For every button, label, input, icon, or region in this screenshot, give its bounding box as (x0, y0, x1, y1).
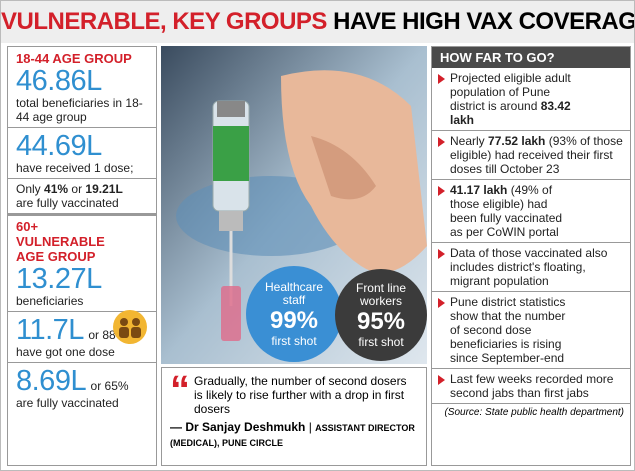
stat-text: total beneficiaries in 18-44 age group (16, 96, 143, 124)
prefix: Only (16, 182, 41, 196)
item-text: 41.17 lakh (450, 183, 508, 197)
percent: 41% (44, 182, 69, 196)
bubble: Healthcare staff 99% first shot (246, 266, 342, 362)
stat-text: beneficiaries (16, 294, 84, 308)
stat-text: have got one dose (16, 345, 115, 359)
group-heading: 18-44 AGE GROUP (16, 51, 132, 66)
bubble-value: 99% (269, 306, 319, 334)
quote-box: “ Gradually, the number of second dosers… (161, 367, 427, 466)
item-list: Projected eligible adult population of P… (432, 68, 630, 404)
quote-text: Gradually, the number of second dosers i… (194, 374, 407, 416)
stat-value: 11.7L (16, 314, 84, 346)
people-icon (113, 310, 147, 344)
bubble-caption: first shot (358, 334, 404, 349)
item: Projected eligible adult population of P… (432, 68, 630, 131)
stat-text: have received 1 dose; (16, 161, 134, 175)
title: VULNERABLE, KEY GROUPS HAVE HIGH VAX COV… (1, 1, 635, 43)
quote-author: — Dr Sanjay Deshmukh (170, 420, 306, 434)
item-text: Pune district statistics show that the n… (450, 295, 566, 365)
item: Pune district statistics show that the n… (432, 292, 630, 369)
item-text: 83.42 lakh (450, 99, 571, 127)
bubble-label: Healthcare staff (264, 279, 324, 307)
bubble: Front line workers 95% first shot (335, 269, 427, 361)
title-rest: HAVE HIGH VAX COVERAGE (333, 8, 635, 35)
right-panel: HOW FAR TO GO? Projected eligible adult … (431, 46, 631, 466)
stat-text: are fully vaccinated (16, 396, 119, 410)
item-text: Data of those vaccinated also includes d… (450, 246, 608, 288)
stat-value: 44.69L (16, 130, 102, 162)
left-panel: 18-44 AGE GROUP 46.86L total beneficiari… (7, 46, 157, 466)
stat-text: are fully vaccinated (16, 196, 119, 210)
bubble-label: Front line workers (355, 280, 407, 308)
item: Data of those vaccinated also includes d… (432, 243, 630, 292)
stat-value: 13.27L (16, 263, 102, 295)
item-text: (49% of those eligible) had been fully v… (450, 183, 563, 239)
stat-value: 46.86L (16, 65, 102, 97)
percent: or 65% (90, 379, 129, 393)
item: 41.17 lakh (49% of those eligible) had b… (432, 180, 630, 243)
bubble-value: 95% (356, 307, 406, 335)
joiner: or (71, 182, 83, 196)
item-text: Last few weeks recorded more second jabs… (450, 372, 614, 400)
item-text: Nearly (450, 134, 489, 148)
stat-text: Only 41% or 19.21L are fully vaccinated (16, 182, 148, 210)
item-text: 77.52 lakh (488, 134, 546, 148)
panel-heading: HOW FAR TO GO? (432, 47, 630, 68)
item-text: Projected eligible adult population of P… (450, 71, 571, 113)
item: Last few weeks recorded more second jabs… (432, 369, 630, 404)
stat-value: 19.21L (85, 182, 123, 196)
source: (Source: State public health department) (444, 407, 624, 418)
quote-role: ASSISTANT DIRECTOR (MEDICAL), PUNE CIRCL… (170, 423, 415, 448)
item-text: (93% of those eligible) had received the… (450, 134, 623, 176)
title-highlight: VULNERABLE, KEY GROUPS (1, 8, 327, 35)
bubble-caption: first shot (271, 333, 317, 348)
stat-value: 8.69L (16, 365, 87, 397)
item: Nearly 77.52 lakh (93% of those eligible… (432, 131, 630, 180)
group-heading: 60+ VULNERABLE AGE GROUP (16, 219, 105, 264)
